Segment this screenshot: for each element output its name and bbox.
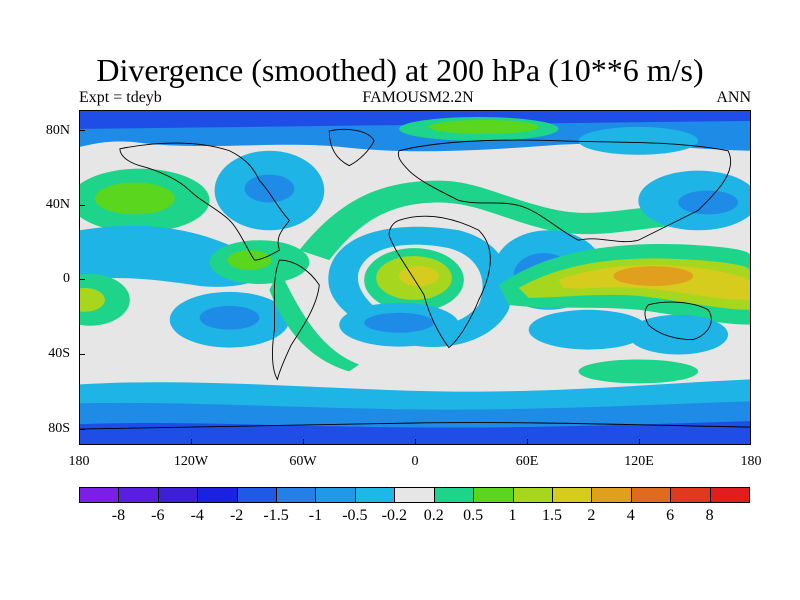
colorbar-swatch: [473, 487, 514, 503]
colorbar-label: 1: [508, 507, 517, 524]
colorbar-swatch: [630, 487, 672, 503]
lon-label-120e: 120E: [624, 454, 654, 469]
australia-outline: [644, 301, 712, 341]
tick-mark: [79, 354, 85, 355]
colorbar-label: 0.5: [463, 507, 484, 524]
australia-blue: [628, 314, 729, 355]
colorbar-label: -0.2: [381, 507, 407, 524]
north-atlantic-green-core: [428, 119, 539, 134]
antarctica-outline: [80, 422, 750, 430]
colorbar-swatch: [157, 487, 199, 503]
colorbar-swatch: [512, 487, 553, 503]
colorbar-swatch: [709, 487, 750, 503]
tick-mark: [79, 130, 85, 131]
lon-label-180-left: 180: [68, 454, 90, 469]
colorbar-swatch: [197, 487, 238, 503]
colorbar-label: 0.2: [423, 507, 444, 524]
tick-mark: [79, 205, 85, 206]
north-america-blue-core: [244, 174, 295, 203]
lat-label-0: 0: [63, 271, 70, 286]
siberia-blue-patch: [578, 126, 699, 155]
north-pacific-green-core: [94, 182, 175, 215]
lat-label-40s: 40S: [48, 346, 70, 361]
south-pacific-blue-core: [199, 305, 260, 330]
divergence-map: [79, 110, 751, 445]
maritime-orange: [613, 266, 694, 286]
lat-label-80s: 80S: [48, 421, 70, 436]
tick-mark: [191, 439, 192, 445]
greenland-outline: [328, 128, 375, 167]
atlantic-green-band: [299, 180, 679, 261]
colorbar-swatch: [236, 487, 278, 503]
colorbar-label: 8: [705, 507, 714, 524]
tick-mark: [415, 439, 416, 445]
experiment-label: Expt = tdeyb: [79, 89, 162, 106]
eurasia-outline: [397, 139, 732, 243]
south-atlantic-blue-core: [364, 312, 434, 333]
colorbar-label: 1.5: [541, 507, 562, 524]
colorbar-label: -1.5: [263, 507, 289, 524]
tick-mark: [79, 279, 85, 280]
lon-label-120w: 120W: [173, 454, 209, 469]
colorbar-label: -8: [111, 507, 126, 524]
west-pacific-yellow-left: [80, 287, 105, 312]
tick-mark: [639, 439, 640, 445]
colorbar-swatch: [79, 487, 120, 503]
colorbar-label: -4: [190, 507, 204, 524]
north-pacific-east-blue-core: [678, 190, 739, 215]
colorbar-swatch: [591, 487, 632, 503]
colorbar-swatch: [670, 487, 711, 503]
colorbar-swatch: [315, 487, 356, 503]
tick-mark: [79, 429, 85, 430]
divergence-field: [80, 111, 750, 444]
colorbar-swatch: [118, 487, 159, 503]
colorbar-label: -2: [229, 507, 244, 524]
lat-label-40n: 40N: [45, 197, 70, 212]
colorbar: [79, 487, 750, 503]
lon-label-180-right: 180: [740, 454, 762, 469]
south-america-outline: [272, 259, 320, 381]
east-pacific-green-core: [227, 250, 272, 271]
chart-title: Divergence (smoothed) at 200 hPa (10**6 …: [96, 52, 704, 88]
lon-label-0: 0: [411, 454, 419, 469]
southern-light-blue-band: [80, 379, 750, 410]
lat-label-80n: 80N: [45, 123, 70, 138]
colorbar-swatch: [433, 487, 475, 503]
colorbar-label: 6: [666, 507, 675, 524]
south-america-green-arc: [269, 270, 360, 372]
colorbar-swatch: [276, 487, 317, 503]
coastlines: [80, 128, 750, 430]
colorbar-swatch: [394, 487, 435, 503]
model-label: FAMOUSM2.2N: [362, 89, 474, 106]
lon-label-60e: 60E: [515, 454, 539, 469]
north-america-outline: [119, 142, 290, 261]
colorbar-label: 2: [587, 507, 596, 524]
africa-outline: [388, 215, 491, 349]
tick-mark: [303, 439, 304, 445]
colorbar-label: -1: [308, 507, 323, 524]
colorbar-label: -0.5: [342, 507, 368, 524]
tick-mark: [527, 439, 528, 445]
colorbar-swatch: [354, 487, 396, 503]
colorbar-label: -6: [151, 507, 165, 524]
season-label: ANN: [716, 89, 751, 106]
colorbar-swatch: [551, 487, 593, 503]
colorbar-label: 4: [626, 507, 635, 524]
southern-ocean-green: [578, 359, 699, 384]
africa-yellow: [399, 266, 439, 286]
lon-label-60w: 60W: [289, 454, 317, 469]
south-indian-blue: [528, 309, 649, 350]
